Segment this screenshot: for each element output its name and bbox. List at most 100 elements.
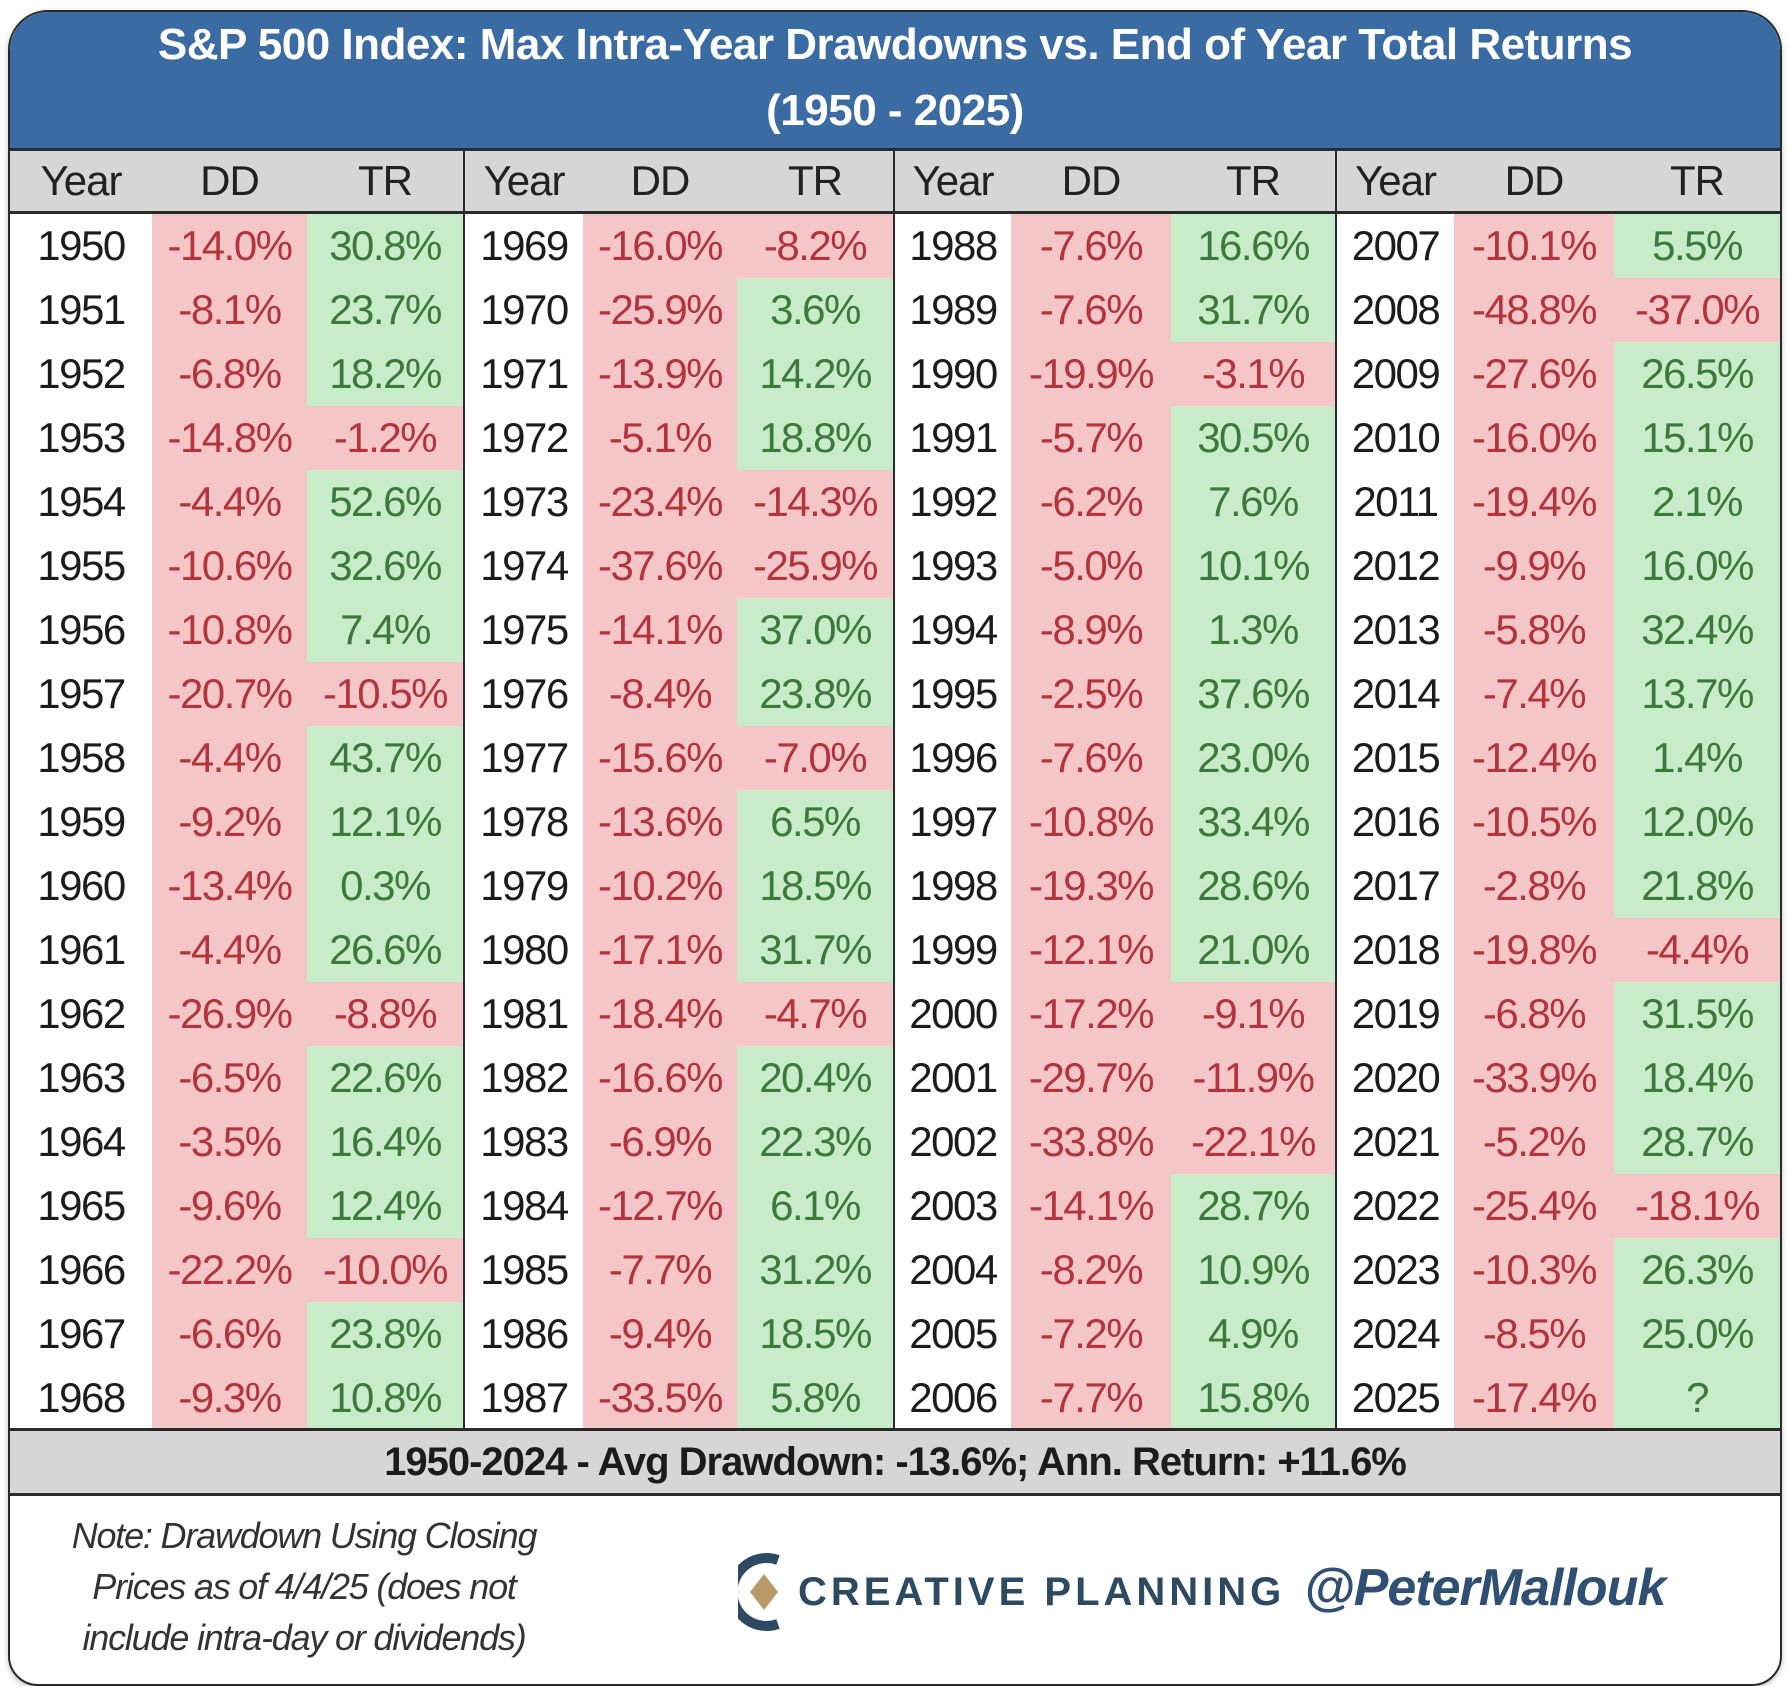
cell-tr: 18.4% <box>1614 1046 1780 1110</box>
cell-year: 2024 <box>1337 1302 1454 1366</box>
cell-tr: 5.5% <box>1614 214 1780 278</box>
cell-year: 1965 <box>10 1174 152 1238</box>
cell-tr: 30.5% <box>1171 406 1335 470</box>
cell-year: 1951 <box>10 278 152 342</box>
cell-dd: -5.7% <box>1011 406 1171 470</box>
header-dd: DD <box>200 157 260 204</box>
cell-year: 2019 <box>1337 982 1454 1046</box>
cell-tr: 6.1% <box>737 1174 893 1238</box>
cell-tr: 12.4% <box>307 1174 463 1238</box>
cell-year: 1954 <box>10 470 152 534</box>
cell-year: 2005 <box>895 1302 1011 1366</box>
cell-tr: 1.4% <box>1614 726 1780 790</box>
cell-year: 1978 <box>465 790 583 854</box>
cell-tr: 23.8% <box>307 1302 463 1366</box>
cell-year: 2006 <box>895 1366 1011 1430</box>
cell-tr: 16.6% <box>1171 214 1335 278</box>
cell-dd: -10.2% <box>583 854 737 918</box>
cell-tr: 33.4% <box>1171 790 1335 854</box>
cell-dd: -12.1% <box>1011 918 1171 982</box>
cell-year: 1983 <box>465 1110 583 1174</box>
cell-tr: 31.5% <box>1614 982 1780 1046</box>
cell-year: 1960 <box>10 854 152 918</box>
header-year: Year <box>912 157 995 204</box>
cell-tr: -37.0% <box>1614 278 1780 342</box>
cell-tr: 32.4% <box>1614 598 1780 662</box>
cell-tr: -1.2% <box>307 406 463 470</box>
cell-year: 2017 <box>1337 854 1454 918</box>
cell-tr: 0.3% <box>307 854 463 918</box>
header-year: Year <box>40 157 123 204</box>
cell-year: 1976 <box>465 662 583 726</box>
cell-year: 1968 <box>10 1366 152 1430</box>
footnote: Note: Drawdown Using Closing Prices as o… <box>24 1510 584 1663</box>
cell-dd: -9.6% <box>152 1174 307 1238</box>
cell-tr: 31.7% <box>737 918 893 982</box>
group-divider <box>463 151 465 1428</box>
cell-year: 1979 <box>465 854 583 918</box>
cell-year: 1952 <box>10 342 152 406</box>
cell-dd: -8.9% <box>1011 598 1171 662</box>
cell-dd: -33.5% <box>583 1366 737 1430</box>
cell-tr: 31.7% <box>1171 278 1335 342</box>
cell-year: 1955 <box>10 534 152 598</box>
cell-year: 1969 <box>465 214 583 278</box>
cell-dd: -48.8% <box>1454 278 1614 342</box>
cell-year: 1985 <box>465 1238 583 1302</box>
header-year: Year <box>483 157 566 204</box>
subtitle-text: (1950 - 2025) <box>766 86 1024 135</box>
cell-dd: -7.2% <box>1011 1302 1171 1366</box>
cell-dd: -26.9% <box>152 982 307 1046</box>
cell-dd: -6.5% <box>152 1046 307 1110</box>
cell-dd: -4.4% <box>152 918 307 982</box>
cell-year: 1975 <box>465 598 583 662</box>
group-divider <box>1335 151 1337 1428</box>
cell-dd: -8.2% <box>1011 1238 1171 1302</box>
cell-year: 1997 <box>895 790 1011 854</box>
cell-tr: 1.3% <box>1171 598 1335 662</box>
cell-tr: ? <box>1614 1366 1780 1430</box>
cell-dd: -12.7% <box>583 1174 737 1238</box>
cell-year: 2007 <box>1337 214 1454 278</box>
cell-tr: 4.9% <box>1171 1302 1335 1366</box>
cell-tr: 18.5% <box>737 1302 893 1366</box>
cell-dd: -14.1% <box>583 598 737 662</box>
cell-dd: -2.5% <box>1011 662 1171 726</box>
cell-year: 1961 <box>10 918 152 982</box>
cell-year: 1981 <box>465 982 583 1046</box>
cell-year: 2002 <box>895 1110 1011 1174</box>
cell-dd: -3.5% <box>152 1110 307 1174</box>
cell-year: 1992 <box>895 470 1011 534</box>
cell-tr: 13.7% <box>1614 662 1780 726</box>
cell-year: 1970 <box>465 278 583 342</box>
cell-tr: 10.9% <box>1171 1238 1335 1302</box>
header-tr: TR <box>1670 157 1725 204</box>
cell-tr: 37.6% <box>1171 662 1335 726</box>
cell-year: 2014 <box>1337 662 1454 726</box>
cell-year: 2003 <box>895 1174 1011 1238</box>
cell-dd: -6.6% <box>152 1302 307 1366</box>
cell-year: 2016 <box>1337 790 1454 854</box>
cell-year: 2020 <box>1337 1046 1454 1110</box>
group-divider <box>893 151 895 1428</box>
cell-tr: 14.2% <box>737 342 893 406</box>
cell-tr: -14.3% <box>737 470 893 534</box>
cell-year: 1991 <box>895 406 1011 470</box>
cell-year: 2025 <box>1337 1366 1454 1430</box>
cell-tr: -9.1% <box>1171 982 1335 1046</box>
cell-tr: -22.1% <box>1171 1110 1335 1174</box>
cell-tr: 6.5% <box>737 790 893 854</box>
cell-dd: -2.8% <box>1454 854 1614 918</box>
cell-tr: -11.9% <box>1171 1046 1335 1110</box>
cell-tr: 43.7% <box>307 726 463 790</box>
cell-tr: 31.2% <box>737 1238 893 1302</box>
cell-dd: -20.7% <box>152 662 307 726</box>
cell-dd: -7.7% <box>583 1238 737 1302</box>
title-text: S&P 500 Index: Max Intra-Year Drawdowns … <box>157 20 1633 69</box>
cell-tr: 52.6% <box>307 470 463 534</box>
cell-tr: 32.6% <box>307 534 463 598</box>
cell-tr: 23.0% <box>1171 726 1335 790</box>
cell-year: 1973 <box>465 470 583 534</box>
cell-tr: 23.8% <box>737 662 893 726</box>
cell-year: 2011 <box>1337 470 1454 534</box>
